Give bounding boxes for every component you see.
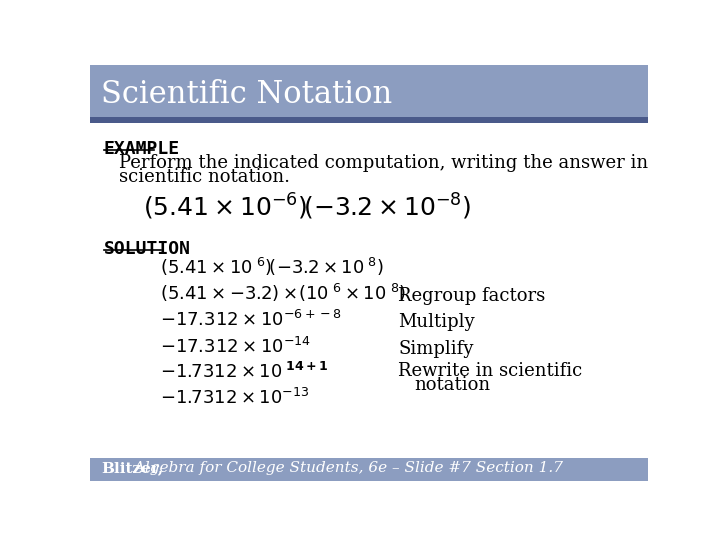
Text: $-17.312\times10^{-14}$: $-17.312\times10^{-14}$ [160, 336, 311, 357]
Text: EXAMPLE: EXAMPLE [104, 140, 180, 158]
Text: notation: notation [414, 376, 490, 394]
Text: Blitzer,: Blitzer, [101, 461, 163, 475]
Text: Regroup factors: Regroup factors [398, 287, 546, 305]
Text: Perform the indicated computation, writing the answer in: Perform the indicated computation, writi… [120, 154, 649, 172]
FancyBboxPatch shape [90, 65, 648, 117]
FancyBboxPatch shape [90, 457, 648, 481]
Text: scientific notation.: scientific notation. [120, 168, 290, 186]
Text: Rewrite in scientific: Rewrite in scientific [398, 362, 582, 380]
Text: $-1.7312\times10^{-13}$: $-1.7312\times10^{-13}$ [160, 388, 309, 408]
Text: $\left(5.41\times{-3.2}\right)\times\!\left(10^{\ 6}\times10^{\ 8}\right)$: $\left(5.41\times{-3.2}\right)\times\!\l… [160, 282, 406, 304]
Text: Scientific Notation: Scientific Notation [101, 78, 392, 110]
Text: Algebra for College Students, 6e – Slide #7 Section 1.7: Algebra for College Students, 6e – Slide… [129, 461, 563, 475]
FancyBboxPatch shape [90, 117, 648, 123]
Text: SOLUTION: SOLUTION [104, 240, 191, 258]
Text: Simplify: Simplify [398, 340, 474, 357]
Text: Multiply: Multiply [398, 313, 475, 330]
Text: $-1.7312\times10^{\ \mathbf{14+1}}$: $-1.7312\times10^{\ \mathbf{14+1}}$ [160, 362, 328, 382]
Text: $\left(5.41\times10^{-6}\right)\!\left(-3.2\times10^{-8}\right)$: $\left(5.41\times10^{-6}\right)\!\left(-… [143, 192, 471, 222]
Text: $-17.312\times10^{-6+-8}$: $-17.312\times10^{-6+-8}$ [160, 309, 342, 330]
Text: $\left(5.41\times10^{\ 6}\right)\!\left(-3.2\times10^{\ 8}\right)$: $\left(5.41\times10^{\ 6}\right)\!\left(… [160, 256, 384, 278]
